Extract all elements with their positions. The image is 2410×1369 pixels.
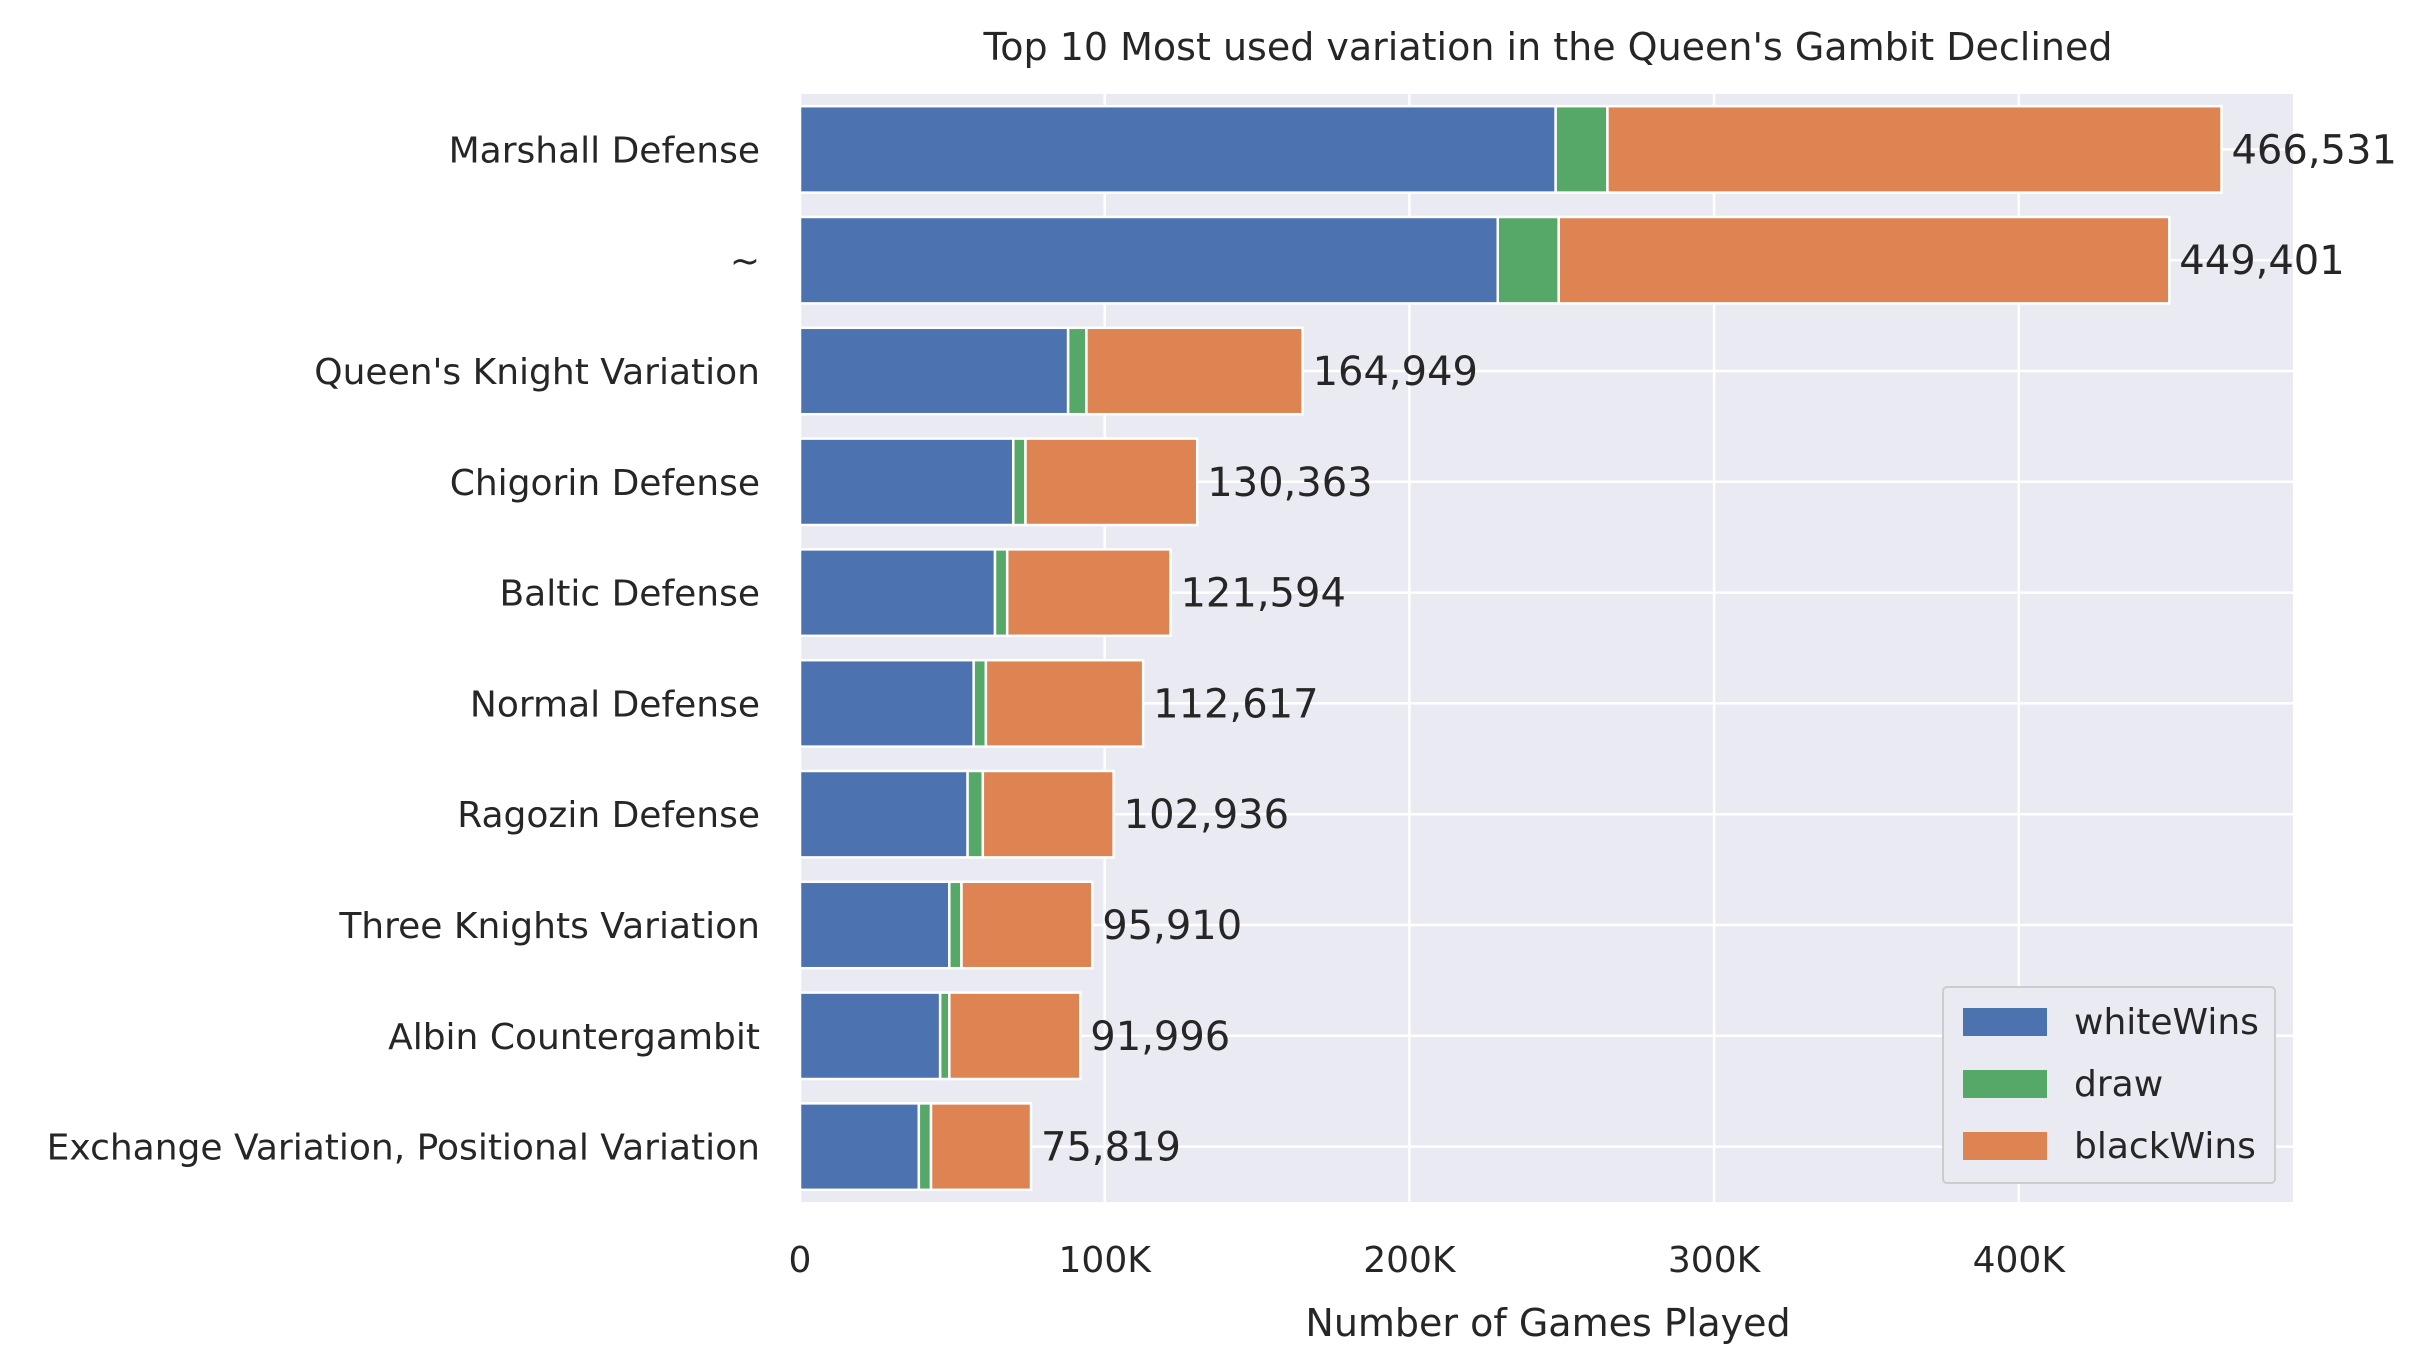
bar-whiteWins [798, 658, 975, 748]
y-tick-label: ~ [730, 241, 760, 282]
legend-swatch-whiteWins [1963, 1008, 2047, 1036]
legend-label: blackWins [2074, 1126, 2256, 1167]
bar-whiteWins [798, 548, 997, 638]
total-label: 91,996 [1090, 1014, 1230, 1060]
bar-whiteWins [798, 1102, 921, 1192]
bar-blackWins [1005, 548, 1172, 638]
total-label: 466,531 [2231, 127, 2396, 173]
total-label: 130,363 [1207, 460, 1372, 506]
y-tick-label: Albin Countergambit [388, 1017, 760, 1058]
x-axis-label: Number of Games Played [1305, 1301, 1790, 1345]
x-tick-label: 0 [789, 1240, 812, 1281]
bar-draw [938, 991, 951, 1081]
bar-draw [993, 548, 1009, 638]
total-label: 112,617 [1153, 681, 1318, 727]
y-tick-label: Normal Defense [470, 684, 760, 725]
bar-whiteWins [798, 104, 1557, 194]
y-tick-label: Marshall Defense [449, 130, 760, 171]
y-tick-label: Queen's Knight Variation [314, 352, 760, 393]
legend-swatch-draw [1963, 1070, 2047, 1098]
x-tick-label: 200K [1363, 1240, 1457, 1281]
bars [798, 104, 2223, 1192]
y-tick-label: Exchange Variation, Positional Variation [47, 1128, 760, 1169]
total-label: 121,594 [1180, 571, 1345, 617]
bar-draw [966, 769, 985, 859]
y-tick-label: Baltic Defense [499, 574, 760, 615]
legend-swatch-blackWins [1963, 1132, 2047, 1160]
legend: whiteWins draw blackWins [1942, 986, 2276, 1184]
chart-title: Top 10 Most used variation in the Queen'… [983, 25, 2113, 69]
bar-blackWins [948, 991, 1082, 1081]
total-label: 75,819 [1041, 1125, 1181, 1171]
bar-whiteWins [798, 215, 1499, 305]
x-tick-label: 300K [1668, 1240, 1762, 1281]
x-axis-ticks: 0 100K 200K 300K 400K [789, 1240, 2067, 1281]
bar-draw [1554, 104, 1609, 194]
y-axis-ticks: Marshall Defense ~ Queen's Knight Variatio… [47, 130, 760, 1168]
bar-blackWins [1024, 437, 1199, 527]
bar-blackWins [981, 769, 1115, 859]
y-tick-label: Chigorin Defense [450, 463, 760, 504]
bar-blackWins [984, 658, 1145, 748]
legend-label: draw [2074, 1064, 2163, 1105]
y-tick-label: Ragozin Defense [457, 795, 760, 836]
x-tick-label: 100K [1059, 1240, 1153, 1281]
total-label: 95,910 [1102, 903, 1242, 949]
bar-blackWins [1085, 326, 1304, 416]
x-tick-label: 400K [1973, 1240, 2067, 1281]
bar-draw [972, 658, 988, 748]
legend-label: whiteWins [2074, 1002, 2259, 1043]
bar-whiteWins [798, 437, 1015, 527]
bar-draw [1496, 215, 1560, 305]
total-label: 102,936 [1124, 792, 1289, 838]
bar-whiteWins [798, 326, 1070, 416]
bar-draw [1012, 437, 1027, 527]
bar-blackWins [960, 880, 1094, 970]
bar-blackWins [1557, 215, 2171, 305]
bar-blackWins [929, 1102, 1033, 1192]
y-tick-label: Three Knights Variation [338, 906, 760, 947]
total-label: 164,949 [1313, 349, 1478, 395]
bar-whiteWins [798, 991, 942, 1081]
bar-whiteWins [798, 769, 969, 859]
bar-draw [1066, 326, 1088, 416]
bar-draw [948, 880, 963, 970]
total-label: 449,401 [2179, 238, 2344, 284]
bar-whiteWins [798, 880, 951, 970]
total-labels: 466,531 449,401 164,949 130,363 121,594 112,6… [1041, 127, 2397, 1170]
bar-blackWins [1606, 104, 2223, 194]
bar-draw [917, 1102, 933, 1192]
